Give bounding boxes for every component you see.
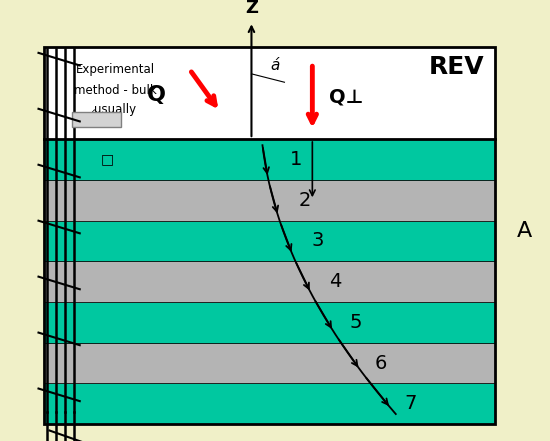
Text: 6: 6 [375,354,387,373]
Text: á: á [271,58,280,73]
Text: 2: 2 [299,191,311,209]
Text: Q⊥: Q⊥ [329,87,364,107]
Bar [44,384,495,424]
Text: Experimental: Experimental [76,64,155,76]
Text: Q: Q [147,85,166,105]
Text: 7: 7 [404,394,417,413]
Bar [44,220,495,261]
Bar [44,343,495,384]
Text: □: □ [101,153,114,166]
Bar [44,139,495,180]
Bar [44,302,495,343]
Text: REV: REV [428,55,484,79]
Text: method - bulk: method - bulk [74,84,157,97]
Bar [44,47,495,424]
Bar [44,180,495,220]
Bar [44,261,495,302]
Text: Z: Z [245,0,258,17]
Text: 5: 5 [350,313,362,332]
Bar [44,47,495,139]
Text: 1: 1 [290,150,303,169]
Text: ^: ^ [90,109,97,118]
Text: 3: 3 [312,232,324,250]
Text: A: A [517,221,532,241]
Text: 4: 4 [329,272,341,291]
Text: usually: usually [95,103,136,116]
Bar [72,112,121,127]
